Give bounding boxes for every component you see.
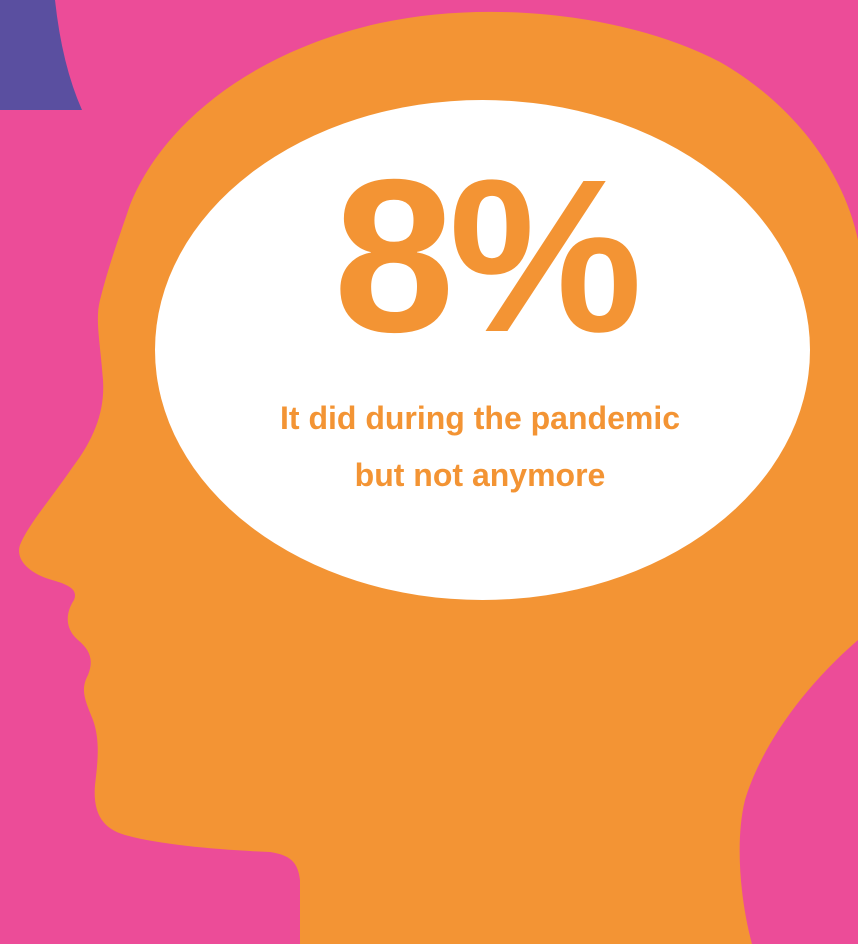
purple-corner-shape	[0, 0, 82, 110]
stat-percentage: 8%	[333, 135, 642, 378]
thought-bubble	[155, 100, 810, 600]
stat-caption: It did during the pandemic but not anymo…	[280, 400, 680, 493]
